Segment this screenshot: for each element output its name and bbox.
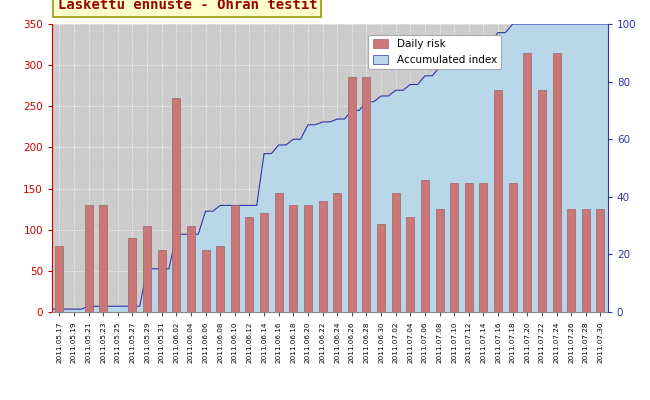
Bar: [523, 53, 531, 312]
Bar: [318, 201, 326, 312]
Bar: [333, 193, 341, 312]
Bar: [363, 78, 370, 312]
Bar: [494, 90, 502, 312]
Bar: [567, 209, 575, 312]
Bar: [216, 246, 224, 312]
Bar: [172, 98, 180, 312]
Bar: [406, 217, 414, 312]
Bar: [436, 209, 443, 312]
Bar: [246, 217, 254, 312]
Bar: [289, 205, 297, 312]
Bar: [421, 180, 429, 312]
Bar: [129, 238, 136, 312]
Bar: [465, 183, 473, 312]
Bar: [304, 205, 312, 312]
Legend: Daily risk, Accumulated index: Daily risk, Accumulated index: [369, 35, 501, 69]
Bar: [392, 193, 400, 312]
Bar: [552, 53, 560, 312]
Bar: [597, 209, 604, 312]
Bar: [582, 209, 590, 312]
Bar: [509, 183, 517, 312]
Bar: [480, 183, 488, 312]
Bar: [143, 226, 151, 312]
Bar: [377, 224, 385, 312]
Bar: [538, 90, 546, 312]
Bar: [231, 205, 239, 312]
Bar: [348, 78, 356, 312]
Bar: [260, 213, 268, 312]
Bar: [55, 246, 63, 312]
Text: Laskettu ennuste - Ohran testit: Laskettu ennuste - Ohran testit: [58, 0, 317, 12]
Bar: [158, 250, 166, 312]
Bar: [450, 183, 458, 312]
Bar: [275, 193, 283, 312]
Bar: [99, 205, 107, 312]
Bar: [84, 205, 92, 312]
Bar: [202, 250, 209, 312]
Bar: [187, 226, 195, 312]
